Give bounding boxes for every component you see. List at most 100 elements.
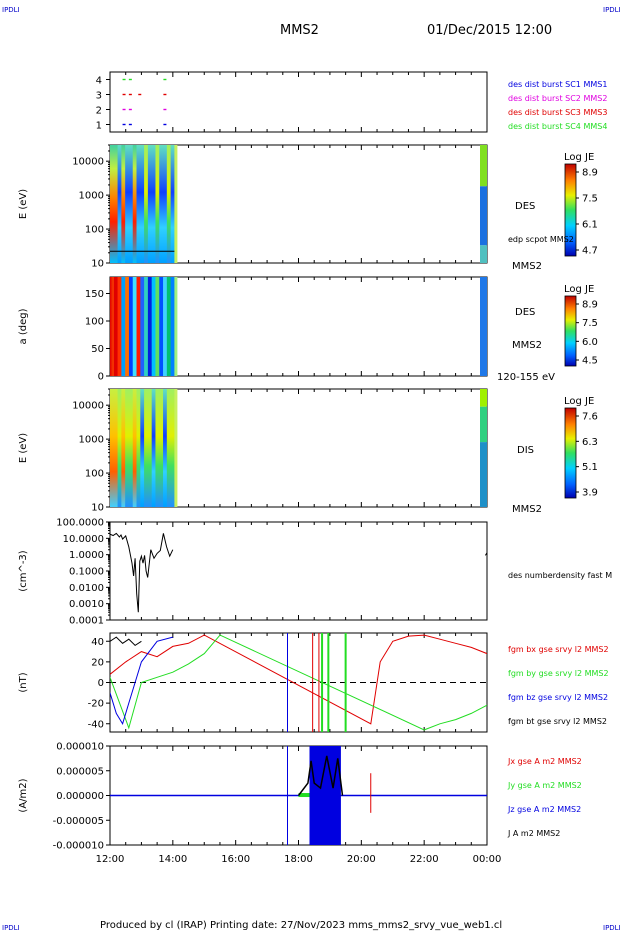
current-lines	[110, 746, 487, 845]
des-pitch-cell	[159, 277, 164, 376]
dis-energy-cell	[155, 389, 160, 507]
des-energy-colorbar-label: 7.5	[582, 194, 598, 205]
des-pitch-cell	[110, 277, 115, 376]
des-energy-cell	[480, 186, 487, 246]
time-axis-label: 12:00	[96, 854, 125, 865]
fgm-ytick-label: 0	[98, 678, 104, 689]
des-energy-cell	[140, 145, 145, 263]
fgm-lines	[110, 633, 487, 732]
dis-energy-colorbar-label: 6.3	[582, 437, 598, 448]
dis-energy-cell	[132, 389, 138, 507]
des-energy-cells	[110, 145, 487, 263]
des-pitch-label: DES	[515, 307, 535, 318]
des-energy-mms-label: MMS2	[512, 261, 542, 272]
corner-label-top-right: IPDLI	[603, 6, 621, 14]
des-pitch-mms-label: MMS2	[512, 340, 542, 351]
des-pitch-cell	[144, 277, 149, 376]
des-pitch-cell	[163, 277, 168, 376]
des-pitch-cells	[110, 277, 487, 376]
dis-energy-colorbar-label: 7.6	[582, 412, 598, 423]
dis-energy-cell	[163, 389, 168, 507]
current-legend-entry: Jy gse A m2 MMS2	[507, 781, 582, 790]
des-energy-cell	[125, 145, 130, 263]
dis-energy-cell	[480, 442, 487, 507]
des-pitch-ytick-label: 50	[91, 344, 104, 355]
dis-energy-cell	[121, 389, 126, 507]
des-pitch-cell	[174, 277, 178, 376]
dis-energy-colorbar-title: Log JE	[564, 396, 594, 407]
des-pitch-cell	[480, 277, 487, 376]
fgm-legend-entry: fgm by gse srvy l2 MMS2	[508, 669, 609, 678]
des-energy-cell	[155, 145, 160, 263]
des-pitch-cell	[166, 277, 172, 376]
des-energy-cell	[166, 145, 172, 263]
current-legend-entry: J A m2 MMS2	[507, 829, 560, 838]
dis-energy-colorbar-label: 3.9	[582, 488, 598, 499]
density-legend: des numberdensity fast M	[508, 571, 612, 580]
dis-energy-label: DIS	[517, 445, 534, 456]
time-axis-label: 20:00	[347, 854, 376, 865]
des-pitch-cell	[147, 277, 153, 376]
des-energy-cell	[151, 145, 157, 263]
burst-frame	[109, 71, 488, 133]
des-energy-cell	[147, 145, 153, 263]
corner-label-bottom-left: IPDLI	[2, 924, 20, 932]
time-axis-label: 18:00	[284, 854, 313, 865]
des-energy-colorbar-label: 6.1	[582, 220, 598, 231]
dis-energy-cell	[128, 389, 134, 507]
current-ytick-label: -0.000005	[53, 816, 104, 827]
des-energy-cell	[132, 145, 138, 263]
current-ytick-label: 0.000005	[56, 766, 104, 777]
fgm-ylabel: (nT)	[18, 672, 29, 692]
time-axis-label: 16:00	[221, 854, 250, 865]
density-ylabel: (cm^-3)	[18, 550, 29, 591]
fgm-line-bt	[110, 636, 142, 647]
des-energy-colorbar-label: 4.7	[582, 246, 598, 257]
dis-energy-cell	[480, 389, 487, 407]
current-ytick-label: 0.000010	[56, 742, 104, 753]
burst-legend-entry: des dist burst SC3 MMS3	[508, 108, 607, 117]
des-pitch-cell	[121, 277, 126, 376]
des-pitch-cell	[155, 277, 160, 376]
current-ytick-label: -0.000010	[53, 841, 104, 852]
dis-energy-cell	[480, 406, 487, 443]
corner-label-bottom-right: IPDLI	[603, 924, 621, 932]
fgm-legend-entry: fgm bt gse srvy l2 MMS2	[508, 717, 607, 726]
dis-energy-ytick-label: 10	[91, 503, 104, 514]
dis-energy-cell	[117, 389, 122, 507]
density-ytick-label: 1.0000	[69, 550, 104, 561]
current-ytick-label: 0.000000	[56, 791, 104, 802]
density-ytick-label: 100.0000	[56, 518, 104, 529]
fgm-ytick-label: 20	[91, 657, 104, 668]
fgm-ytick-label: -40	[88, 719, 104, 730]
des-energy-cell	[121, 145, 126, 263]
burst-legend-entry: des dist burst SC2 MMS2	[508, 94, 607, 103]
des-pitch-ytick-label: 100	[85, 317, 104, 328]
density-ytick-label: 0.1000	[69, 567, 104, 578]
des-energy-cell	[110, 145, 115, 263]
des-energy-ytick-label: 10000	[72, 157, 104, 168]
dis-energy-cell	[125, 389, 130, 507]
time-axis-label: 22:00	[410, 854, 439, 865]
fgm-line-bz	[110, 636, 173, 726]
dis-energy-cell	[159, 389, 164, 507]
fgm-line-by	[110, 634, 487, 731]
des-energy-cell	[113, 145, 119, 263]
des-energy-cell	[144, 145, 149, 263]
dis-energy-colorbar-label: 5.1	[582, 462, 598, 473]
dis-energy-cell	[151, 389, 157, 507]
des-energy-ylabel: E (eV)	[18, 189, 29, 219]
dis-energy-cell	[170, 389, 176, 507]
density-line	[109, 532, 174, 613]
des-energy-cell	[128, 145, 134, 263]
current-ylabel: (A/m2)	[18, 778, 29, 812]
density-frame	[109, 521, 488, 621]
dis-energy-cell	[144, 389, 149, 507]
figure-title: MMS2	[280, 23, 319, 38]
des-energy-colorbar-title: Log JE	[564, 152, 594, 163]
des-energy-colorbar	[564, 163, 577, 257]
des-pitch-cell	[117, 277, 122, 376]
current-magnitude-line	[297, 755, 344, 796]
density-ytick-label: 0.0010	[69, 599, 104, 610]
des-pitch-cell	[128, 277, 134, 376]
